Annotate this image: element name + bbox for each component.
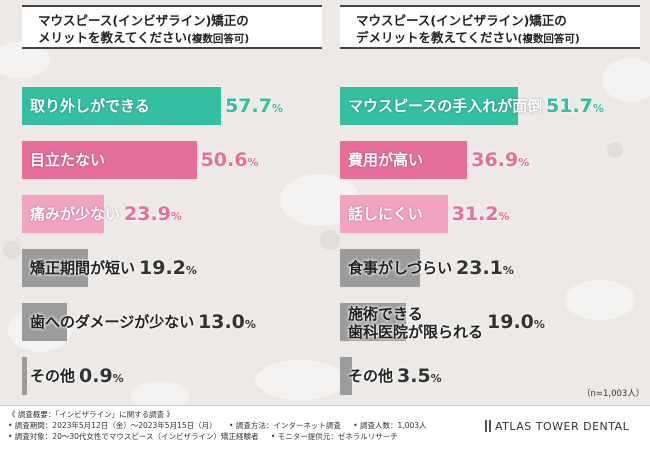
- demerit-bar-value-5: 3.5%: [397, 365, 442, 387]
- brand-name: ATLAS TOWER DENTAL: [495, 420, 630, 433]
- survey-title: 《 調査概要：「インビザライン」に関する調査 》: [8, 410, 175, 419]
- merit-bar-value-4: 13.0%: [198, 311, 256, 333]
- brand-logo-icon: [485, 420, 491, 432]
- merit-chart: マウスピース(インビザライン)矯正の メリットを教えてください(複数回答可) 取…: [22, 0, 322, 395]
- demerit-bar-1: [340, 141, 468, 179]
- survey-footer: 《 調査概要：「インビザライン」に関する調査 》 • 調査期間：2023年5月1…: [0, 405, 650, 451]
- merit-bar-value-5: 0.9%: [79, 365, 124, 387]
- demerit-bar-label-5: その他: [348, 367, 394, 385]
- demerit-bar-label-0: マウスピースの手入れが面倒: [348, 97, 543, 115]
- merit-bar-value-3: 19.2%: [139, 257, 197, 279]
- demerit-bar-label-2: 話しにくい: [348, 205, 423, 223]
- merit-bar-label-3: 矯正期間が短い: [30, 259, 136, 277]
- demerit-bar-0: [340, 87, 519, 125]
- survey-target: • 調査対象：20〜30代女性でマウスピース（インビザライン）矯正経験者: [8, 432, 259, 441]
- demerit-bar-2: [340, 195, 448, 233]
- merit-bar-value-2: 23.9%: [124, 203, 182, 225]
- demerit-bar-value-3: 23.1%: [456, 257, 514, 279]
- demerit-bar-value-4: 19.0%: [487, 311, 545, 333]
- merit-title-line2: メリットを教えてください: [38, 30, 188, 45]
- merit-bar-2: [22, 195, 105, 233]
- merit-title-note: (複数回答可): [187, 33, 250, 45]
- demerit-title-note: (複数回答可): [517, 33, 580, 45]
- merit-bar-4: [22, 303, 67, 341]
- merit-bar-label-2: 痛みが少ない: [30, 205, 121, 223]
- demerit-chart-title: マウスピース(インビザライン)矯正の デメリットを教えてください(複数回答可): [340, 5, 640, 49]
- survey-details: 《 調査概要：「インビザライン」に関する調査 》 • 調査期間：2023年5月1…: [8, 409, 427, 442]
- merit-chart-title: マウスピース(インビザライン)矯正の メリットを教えてください(複数回答可): [22, 5, 322, 49]
- merit-bar-5: [22, 357, 27, 395]
- sample-size-note: （n=1,003人）: [582, 389, 645, 399]
- demerit-bar-label-3: 食事がしづらい: [348, 259, 453, 277]
- demerit-bar-label-4: 施術できる 歯科医院が限られる: [348, 305, 484, 341]
- survey-provider: • モニター提供元：ゼネラルリサーチ: [270, 432, 398, 441]
- merit-title-line1: マウスピース(インビザライン)矯正の: [38, 13, 249, 28]
- merit-bar-label-0: 取り外しができる: [30, 97, 150, 115]
- demerit-bar-value-0: 51.7%: [546, 95, 604, 117]
- survey-method: • 調査方法：インターネット調査: [229, 421, 341, 430]
- floral-background: [0, 42, 650, 405]
- demerit-bar-3: [340, 249, 420, 287]
- merit-bar-value-0: 57.7%: [225, 95, 283, 117]
- demerit-bar-label-1: 費用が高い: [348, 151, 424, 169]
- merit-bar-label-5: その他: [30, 367, 76, 385]
- demerit-bar-value-2: 31.2%: [451, 203, 510, 225]
- merit-bar-label-4: 歯へのダメージが少ない: [30, 313, 195, 331]
- demerit-bar-4: [340, 303, 406, 341]
- merit-bar-value-1: 50.6%: [200, 149, 259, 171]
- demerit-chart: マウスピース(インビザライン)矯正の デメリットを教えてください(複数回答可) …: [340, 0, 640, 395]
- merit-bar-3: [22, 249, 89, 287]
- demerit-title-line1: マウスピース(インビザライン)矯正の: [356, 13, 567, 28]
- survey-count: • 調査人数：1,003人: [353, 421, 427, 430]
- merit-bar-label-1: 目立たない: [30, 151, 106, 169]
- merit-bar-0: [22, 87, 222, 125]
- demerit-title-line2: デメリットを教えてください: [356, 30, 518, 45]
- merit-bar-1: [22, 141, 197, 179]
- survey-period: • 調査期間：2023年5月12日（金）〜2023年5月15日（月）: [8, 421, 217, 430]
- demerit-bar-value-1: 36.9%: [471, 149, 530, 171]
- demerit-bar-5: [340, 357, 353, 395]
